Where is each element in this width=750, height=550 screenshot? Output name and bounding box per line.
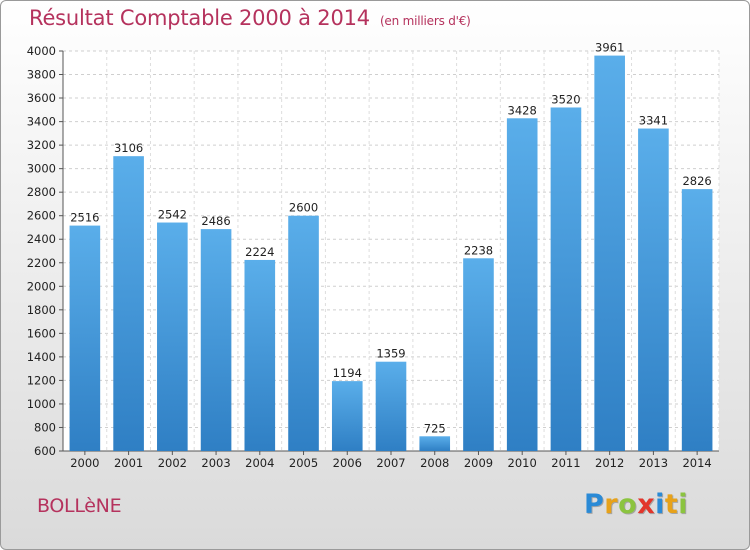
bar-value-label: 3106: [114, 141, 143, 155]
y-tick-label: 3800: [27, 68, 56, 82]
bar-2011: [550, 107, 582, 452]
bar-value-label: 1359: [376, 347, 405, 361]
logo-letter: r: [604, 489, 619, 520]
bar-value-label: 1194: [333, 366, 362, 380]
x-tick-label: 2004: [245, 456, 274, 470]
bar-value-label: 2224: [245, 245, 274, 259]
logo-letter: x: [637, 489, 656, 520]
logo-letter: i: [655, 489, 665, 520]
bar-2003: [200, 229, 232, 451]
bar-value-label: 3520: [551, 92, 580, 106]
y-tick-label: 3600: [27, 91, 56, 105]
bar-value-label: 2542: [158, 208, 187, 222]
x-tick-label: 2002: [158, 456, 187, 470]
bar-2005: [288, 215, 319, 451]
x-tick-label: 2014: [682, 456, 711, 470]
city-name: BOLLèNE: [37, 495, 122, 517]
y-tick-label: 800: [34, 420, 56, 434]
bar-2014: [681, 189, 713, 451]
bar-value-label: 2238: [464, 243, 493, 257]
logo-letter: i: [678, 489, 689, 520]
logo-letter: t: [664, 489, 679, 520]
y-tick-label: 3200: [27, 138, 56, 152]
bar-value-label: 3428: [508, 103, 537, 117]
logo-letter: o: [618, 489, 638, 520]
y-tick-label: 1800: [27, 303, 56, 317]
chart-title: Résultat Comptable 2000 à 2014 (en millie…: [29, 6, 471, 30]
y-tick-label: 2200: [27, 256, 56, 270]
y-tick-label: 1000: [27, 397, 56, 411]
x-tick-label: 2008: [420, 456, 449, 470]
x-tick-label: 2012: [595, 456, 624, 470]
bar-value-label: 3341: [639, 114, 668, 128]
bar-value-label: 725: [424, 421, 446, 435]
y-tick-label: 1600: [27, 326, 56, 340]
labels: 600 800 1000 1200 1400 1600 1800 2000 2200 2400 26…: [27, 41, 712, 470]
bar-2000: [69, 225, 101, 451]
bar-2001: [113, 156, 144, 452]
bar-value-label: 2486: [201, 214, 230, 228]
bars: [69, 55, 713, 452]
bar-2006: [331, 381, 363, 451]
y-tick-label: 2000: [27, 279, 56, 293]
y-tick-label: 4000: [27, 44, 56, 58]
chart-subtitle: (en milliers d'€): [379, 14, 471, 28]
bar-2009: [463, 258, 494, 451]
bar-value-label: 2516: [70, 211, 99, 225]
x-tick-label: 2006: [333, 456, 362, 470]
bar-value-label: 2826: [682, 174, 711, 188]
x-tick-label: 2003: [201, 456, 230, 470]
bar-2013: [638, 128, 669, 451]
bar-2007: [375, 361, 407, 451]
bar-value-label: 3961: [595, 41, 624, 55]
x-tick-label: 2005: [289, 456, 318, 470]
bar-2010: [506, 118, 538, 451]
x-tick-label: 2000: [70, 456, 99, 470]
bar-2012: [594, 55, 625, 452]
x-tick-label: 2013: [639, 456, 668, 470]
x-tick-label: 2007: [376, 456, 405, 470]
logo-letter: P: [584, 489, 605, 520]
y-tick-label: 3000: [27, 162, 56, 176]
bar-2008: [419, 436, 451, 451]
x-tick-label: 2009: [464, 456, 493, 470]
x-tick-label: 2011: [551, 456, 580, 470]
y-tick-label: 2800: [27, 185, 56, 199]
proxiti-logo: Proxiti: [584, 489, 688, 520]
y-tick-label: 3400: [27, 115, 56, 129]
y-tick-label: 2600: [27, 209, 56, 223]
y-tick-label: 1400: [27, 350, 56, 364]
bar-2004: [244, 259, 276, 451]
y-tick-label: 600: [34, 444, 56, 458]
x-tick-label: 2010: [508, 456, 537, 470]
y-tick-label: 1200: [27, 373, 56, 387]
y-tick-label: 2400: [27, 232, 56, 246]
x-tick-label: 2001: [114, 456, 143, 470]
bar-2002: [157, 222, 188, 451]
bar-value-label: 2600: [289, 201, 318, 215]
